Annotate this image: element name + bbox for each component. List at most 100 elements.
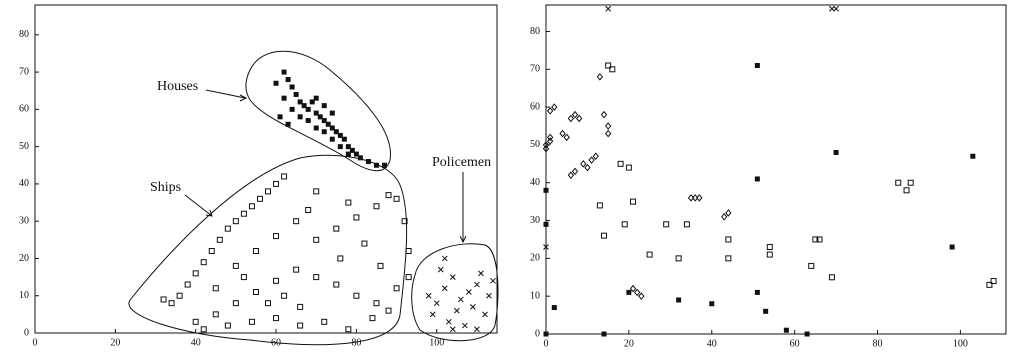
- point: [160, 296, 167, 303]
- point: [638, 292, 645, 300]
- y-tick-label: 0: [24, 327, 29, 338]
- point: [609, 66, 616, 73]
- point: [192, 318, 199, 325]
- point: [754, 289, 760, 295]
- point: [385, 192, 392, 199]
- point: [285, 77, 291, 83]
- point: [337, 144, 343, 150]
- point: [567, 171, 575, 179]
- point: [240, 274, 247, 281]
- point: [309, 99, 315, 105]
- point: [592, 152, 599, 161]
- y-tick-label: 10: [530, 290, 540, 301]
- point: [605, 62, 612, 69]
- point: [345, 144, 351, 150]
- point: [248, 203, 255, 210]
- point: [216, 236, 223, 243]
- point: [212, 285, 219, 292]
- point: [571, 110, 579, 119]
- point: [297, 303, 304, 310]
- y-tick-label: 50: [530, 139, 540, 150]
- point: [441, 285, 448, 292]
- point: [281, 292, 288, 299]
- y-tick-label: 30: [530, 215, 540, 226]
- point: [721, 212, 728, 221]
- point: [551, 103, 558, 111]
- point: [466, 289, 472, 295]
- point: [313, 274, 320, 281]
- x-tick-label: 40: [707, 338, 717, 349]
- point: [605, 129, 612, 138]
- point: [301, 103, 307, 109]
- point: [345, 199, 352, 206]
- point: [353, 151, 359, 157]
- point: [341, 136, 347, 142]
- point: [289, 106, 295, 112]
- point: [687, 194, 695, 202]
- point: [576, 114, 583, 123]
- point: [405, 248, 412, 254]
- point: [584, 163, 591, 172]
- point: [949, 244, 955, 250]
- point: [754, 63, 760, 69]
- point: [281, 69, 287, 75]
- point: [457, 296, 464, 303]
- point: [281, 95, 287, 101]
- point: [305, 106, 311, 112]
- point: [337, 132, 343, 138]
- point: [393, 285, 400, 292]
- point: [990, 278, 997, 285]
- point: [313, 125, 319, 131]
- annotation: Policemen: [432, 155, 491, 170]
- point: [297, 322, 304, 329]
- annotation: Houses: [157, 79, 198, 94]
- point: [393, 195, 400, 202]
- point: [365, 159, 371, 165]
- point: [808, 262, 815, 269]
- point: [725, 255, 732, 262]
- point: [281, 173, 288, 180]
- point: [265, 188, 272, 195]
- point: [401, 218, 408, 225]
- point: [293, 266, 300, 273]
- point: [895, 179, 902, 186]
- y-tick-label: 50: [19, 141, 29, 152]
- point: [754, 176, 760, 182]
- point: [297, 99, 303, 105]
- point: [783, 327, 789, 333]
- point: [232, 300, 239, 307]
- x-tick-label: 80: [351, 337, 361, 348]
- point: [692, 194, 699, 202]
- point: [373, 300, 380, 307]
- houses-outline: [245, 50, 391, 172]
- point: [617, 160, 624, 167]
- point: [369, 315, 376, 322]
- point: [293, 218, 300, 225]
- point: [453, 307, 460, 314]
- point: [903, 187, 910, 194]
- point: [349, 147, 355, 153]
- point: [601, 331, 607, 337]
- point: [224, 322, 231, 329]
- point: [625, 164, 632, 171]
- point: [353, 292, 360, 299]
- point: [449, 326, 456, 333]
- y-tick-label: 20: [530, 253, 540, 264]
- point: [313, 188, 320, 195]
- point: [333, 225, 340, 232]
- x-tick-label: 100: [429, 337, 444, 348]
- point: [313, 236, 320, 243]
- point: [273, 277, 280, 284]
- y-tick-label: 20: [19, 253, 29, 264]
- point: [429, 311, 436, 318]
- point: [482, 311, 488, 318]
- point: [449, 274, 456, 280]
- point: [168, 300, 175, 307]
- y-tick-label: 40: [530, 177, 540, 188]
- x-tick-label: 80: [873, 338, 883, 349]
- point: [588, 156, 595, 164]
- point: [543, 244, 549, 250]
- y-tick-label: 60: [530, 101, 540, 112]
- x-tick-label: 100: [953, 338, 968, 349]
- x-tick-label: 0: [33, 337, 38, 348]
